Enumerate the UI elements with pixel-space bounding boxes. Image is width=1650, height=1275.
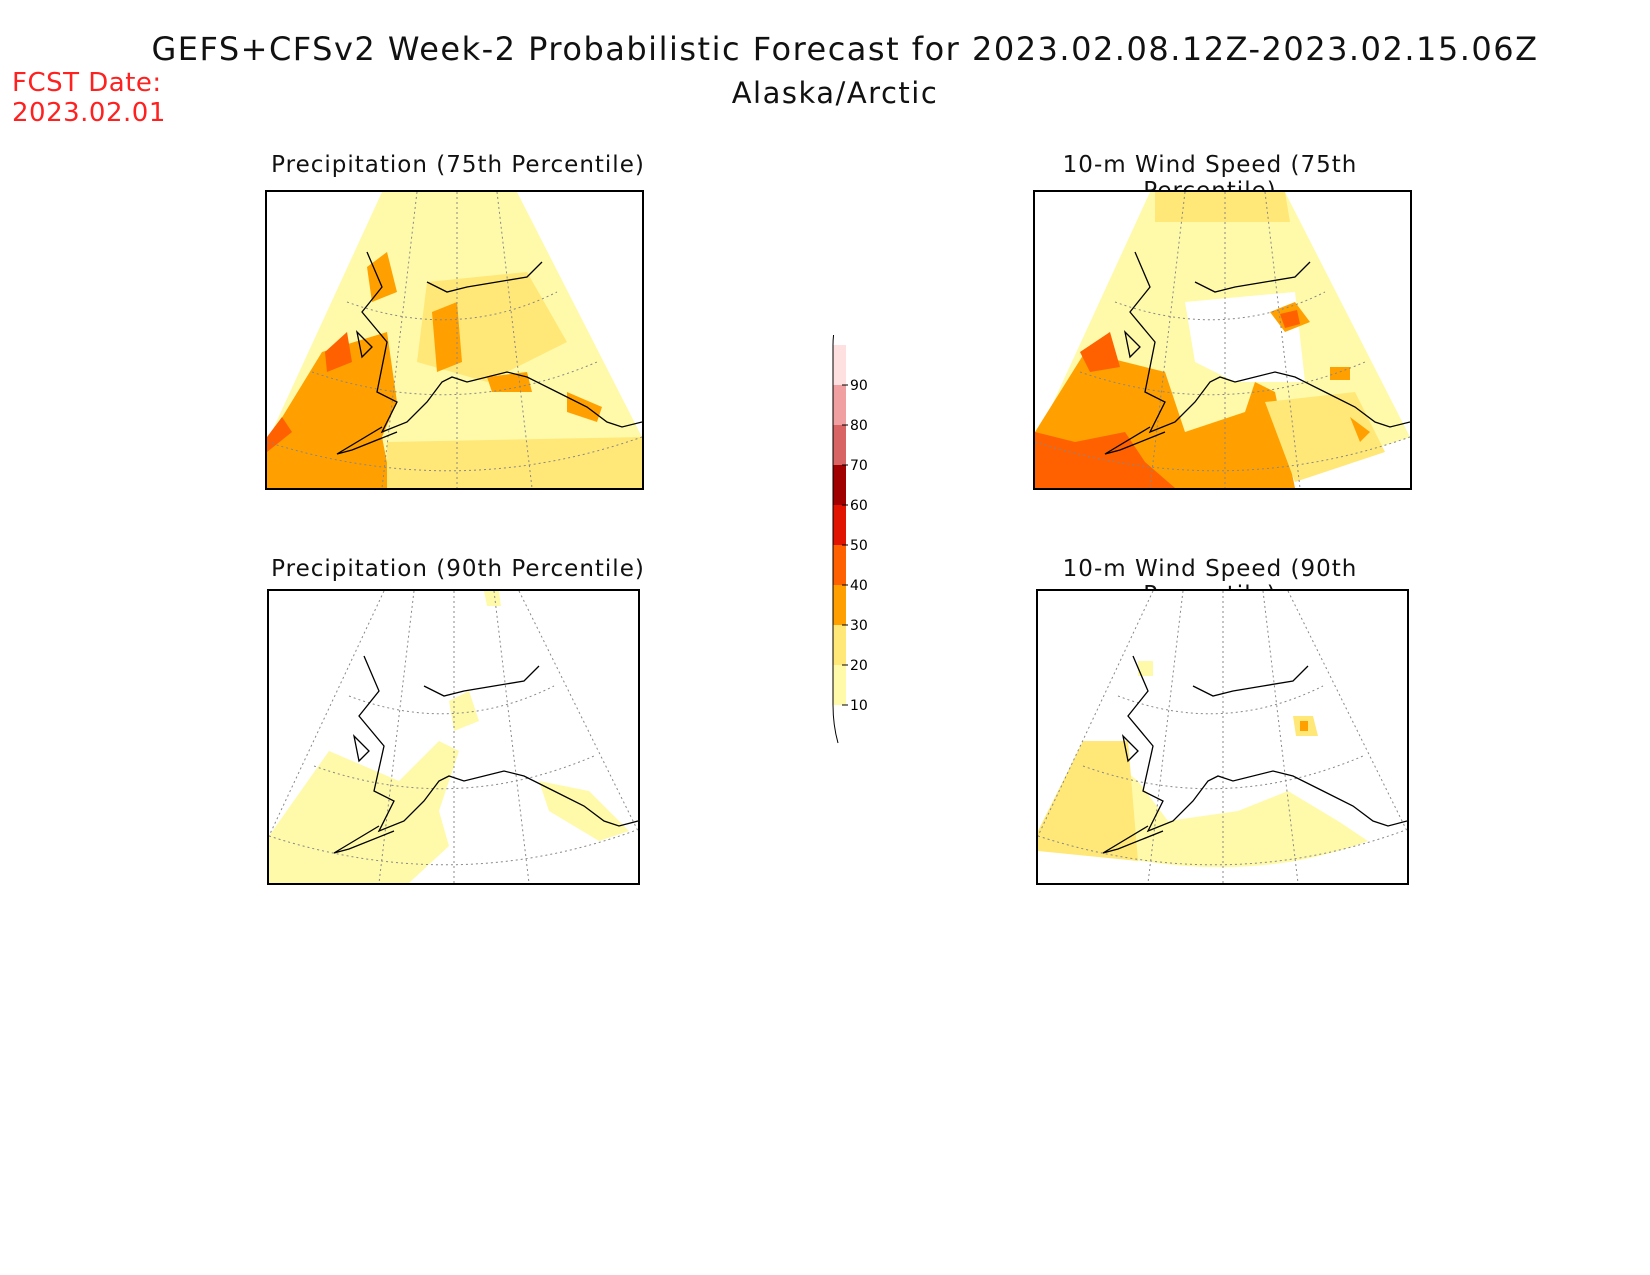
colorbar-label-50: 50 [850, 538, 868, 554]
sector-shape [269, 591, 629, 883]
shade-hotspot-40 [1280, 310, 1300, 328]
map-precip90 [267, 589, 640, 885]
shade-nw-10 [1138, 661, 1153, 676]
map-precip75 [265, 190, 644, 490]
colorbar-label-30: 30 [850, 618, 868, 634]
colorbar-label-80: 80 [850, 418, 868, 434]
colorbar-swatch-20 [833, 625, 846, 665]
shade-interior-10 [449, 691, 479, 731]
shade-sw-40 [325, 332, 352, 372]
colorbar: 10 20 30 40 50 60 70 80 90 [820, 314, 900, 745]
shade-sw-20 [1038, 741, 1138, 861]
shade-w-40 [1035, 432, 1175, 488]
forecast-date-block: FCST Date: 2023.02.01 [12, 68, 166, 128]
graticule [1035, 192, 1410, 488]
panel-title-precip75: Precipitation (75th Percentile) [271, 152, 645, 178]
shade-arctic-10 [484, 591, 501, 606]
panel-title-precip90: Precipitation (90th Percentile) [271, 556, 645, 582]
shade-se-30 [567, 392, 602, 422]
coastline [336, 251, 642, 455]
colorbar-swatch-70 [833, 425, 846, 465]
colorbar-swatch-40 [833, 545, 846, 585]
coastline [333, 655, 638, 854]
colorbar-label-20: 20 [850, 658, 868, 674]
main-title: GEFS+CFSv2 Week-2 Probabilistic Forecast… [151, 30, 1539, 68]
shade-nw-40 [1080, 332, 1120, 372]
colorbar-label-10: 10 [850, 698, 868, 714]
shade-se-10 [539, 781, 629, 841]
colorbar-svg: 10 20 30 40 50 60 70 80 90 [832, 314, 868, 744]
shade-se2-30 [1350, 417, 1370, 442]
shade-arctic-20 [1155, 192, 1290, 222]
shade-gulf-30 [487, 372, 532, 392]
sector-shape [1035, 192, 1410, 488]
map-wind75 [1033, 190, 1412, 490]
graticule [267, 192, 642, 488]
map-wind90 [1036, 589, 1409, 885]
coastline [1102, 655, 1407, 854]
shade-sw-30 [267, 332, 397, 488]
forecast-date-label: FCST Date: [12, 68, 162, 98]
sector-shape [267, 192, 642, 488]
shade-w-40 [267, 417, 292, 452]
colorbar-label-40: 40 [850, 578, 868, 594]
colorbar-swatch-10 [833, 665, 846, 705]
shade-interior-30 [432, 302, 462, 372]
colorbar-label-60: 60 [850, 498, 868, 514]
colorbar-bottom-taper [832, 704, 839, 744]
shade-se-30 [1330, 367, 1350, 380]
colorbar-swatch-90 [833, 345, 846, 385]
colorbar-swatch-60 [833, 465, 846, 505]
colorbar-swatch-30 [833, 585, 846, 625]
region-title: Alaska/Arctic [731, 76, 939, 110]
colorbar-label-90: 90 [850, 378, 868, 394]
sector-shape [1038, 661, 1368, 868]
shade-hotspot-30 [1300, 721, 1308, 731]
colorbar-label-70: 70 [850, 458, 868, 474]
shade-south-20 [1265, 392, 1385, 482]
colorbar-top-taper [832, 314, 839, 346]
colorbar-swatch-80 [833, 385, 846, 425]
colorbar-swatch-50 [833, 505, 846, 545]
forecast-date-value: 2023.02.01 [12, 98, 166, 128]
shade-nw-30 [367, 252, 397, 302]
shade-sw-10 [269, 741, 459, 883]
shade-south-20 [387, 437, 642, 488]
coastline [1104, 251, 1410, 455]
